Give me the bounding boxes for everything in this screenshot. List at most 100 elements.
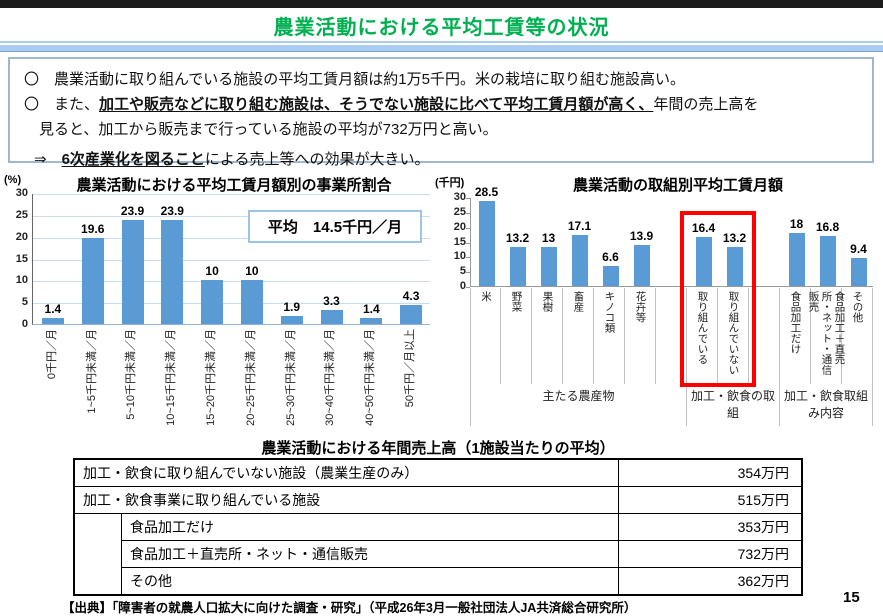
summary-text: 〇 また、 (24, 96, 100, 113)
bar (121, 219, 144, 324)
gridline (33, 237, 430, 239)
table-row-value: 354万円 (618, 460, 801, 486)
x-category-label: 10~15千円未満／月 (151, 329, 191, 433)
bar (540, 247, 557, 286)
y-axis-tick-label: 0 (459, 280, 466, 292)
bar (320, 309, 343, 324)
y-axis-tick-label: 10 (15, 274, 28, 287)
x-category-label: 取り組んでいる (687, 288, 718, 384)
bar-value-label: 18 (789, 216, 804, 231)
table-row-value: 732万円 (618, 541, 801, 567)
bar-value-label: 19.6 (81, 222, 105, 237)
summary-text: 〇 農業活動に取り組んでいる施設の平均工賃月額は約1万5千円。米の栽培に取り組む… (24, 71, 685, 88)
x-category-gap-cell (656, 288, 687, 384)
y-axis-tick-mark (466, 212, 470, 214)
bar (478, 201, 495, 286)
left-chart-unit-label: (%) (4, 174, 22, 186)
divider-line-thick (0, 45, 883, 52)
table-row-label: 食品加工＋直売所・ネット・通信販売 (130, 546, 368, 562)
bar-value-label: 3.3 (323, 293, 340, 308)
x-category-label: 米 (470, 288, 501, 384)
bar (602, 266, 619, 286)
bar (400, 305, 423, 324)
gridline (33, 215, 430, 217)
y-axis-tick-label: 20 (15, 230, 28, 243)
right-chart-title: 農業活動の取組別平均工賃月額 (572, 177, 783, 194)
gridline (33, 303, 430, 305)
summary-text: 年間の売上高を (653, 96, 759, 113)
bar-value-label: 10 (245, 264, 259, 279)
summary-text: による売上等への効果が大きい。 (204, 151, 430, 168)
x-category-label: 25~30千円未満／月 (271, 329, 311, 433)
bar (240, 280, 263, 324)
x-category-label-text: 15~20千円未満／月 (205, 329, 218, 426)
bar-value-label: 17.1 (567, 219, 592, 234)
divider-line-thin (0, 41, 883, 43)
x-category-label: 食品加工＋直売所・ネット・通信販売 (808, 288, 846, 384)
bar (201, 280, 224, 324)
summary-line: 〇 また、加工や販売などに取り組む施設は、そうでない施設に比べて平均工賃月額が高… (24, 92, 860, 117)
y-axis-tick-mark (466, 257, 470, 259)
y-axis-tick-label: 5 (21, 296, 28, 309)
y-axis-tick-label: 5 (459, 265, 466, 278)
bar (788, 232, 805, 286)
x-category-label: その他 (842, 288, 873, 384)
table-row: 食品加工＋直売所・ネット・通信販売 732万円 (122, 540, 801, 567)
gridline (33, 259, 430, 261)
top-black-bar (0, 0, 883, 8)
page-title: 農業活動における平均工賃等の状況 (273, 17, 610, 39)
x-category-label-text: 5~10千円未満／月 (125, 329, 138, 420)
x-category-label-text: 取り組んでいない (727, 291, 740, 375)
x-category-label: 40~50千円未満／月 (350, 329, 390, 433)
x-category-label: 0千円／月 (32, 329, 72, 433)
x-category-label-text: 10~15千円未満／月 (165, 329, 178, 426)
x-category-label: 野菜 (501, 288, 532, 384)
x-category-label-text: 1~5千円未満／月 (85, 329, 98, 414)
y-axis-tick-mark (466, 242, 470, 244)
y-axis-tick-mark (466, 227, 470, 229)
bar-value-label: 23.9 (120, 203, 145, 218)
bar-value-label: 6.6 (602, 250, 619, 265)
chart-wage-by-activity: (千円) 農業活動の取組別平均工賃月額 28.5 13.2 13 17.1 6.6 13.… (433, 172, 883, 438)
table-row-value: 515万円 (618, 487, 801, 513)
bar (41, 317, 64, 324)
y-axis-tick-label: 15 (453, 235, 466, 248)
x-category-label: 畜産 (563, 288, 594, 384)
summary-line: 見ると、加工から販売まで行っている施設の平均が732万円と高い。 (24, 117, 860, 142)
bar-value-label: 9.4 (850, 242, 867, 257)
x-category-label: 花卉等 (625, 288, 656, 384)
bar-value-label: 13.2 (505, 230, 530, 245)
x-category-label-text: 花卉等 (634, 291, 647, 323)
x-category-label-text: 30~40千円未満／月 (324, 329, 337, 426)
highlight-red-box (680, 211, 756, 387)
x-category-label-text: 食品加工＋直売所・ネット・通信販売 (807, 291, 846, 375)
y-axis-tick-mark (466, 287, 470, 288)
summary-line: ⇒ 6次産業化を図ることによる売上等への効果が大きい。 (24, 147, 860, 172)
x-category-label: 1~5千円未満／月 (72, 329, 112, 433)
x-category-label-text: 米 (480, 291, 492, 302)
bar (81, 238, 104, 324)
y-axis-tick-label: 25 (15, 208, 28, 221)
summary-emphasis-text: 加工や販売などに取り組む施設は、そうでない施設に比べて平均工賃月額が高く、 (99, 96, 654, 113)
x-category-label-text: 畜産 (572, 291, 585, 312)
bar-value-label: 1.4 (362, 301, 380, 316)
x-category-label: 50千円／月以上 (390, 329, 430, 433)
title-divider (0, 41, 883, 52)
summary-line: 〇 農業活動に取り組んでいる施設の平均工賃月額は約1万5千円。米の栽培に取り組む… (24, 67, 860, 92)
y-axis-tick-label: 25 (453, 205, 466, 218)
table-subgroup: 食品加工だけ 353万円 食品加工＋直売所・ネット・通信販売 732万円 その他 362万… (75, 513, 801, 594)
table-row-label: その他 (130, 573, 172, 589)
x-category-gap-cell (749, 288, 780, 384)
bar (509, 246, 526, 286)
summary-text: 見ると、加工から販売まで行っている施設の平均が732万円と高い。 (39, 121, 498, 138)
right-chart-plot-area: 28.5 13.2 13 17.1 6.6 13.9 16.4 13.2 18 16.8 9.4 (470, 185, 873, 287)
table-row: 加工・飲食に取り組んでいない施設（農業生産のみ） 354万円 (75, 460, 801, 486)
bar-value-label: 23.9 (160, 203, 184, 218)
x-category-label: 食品加工だけ (780, 288, 811, 384)
right-chart-unit-label: (千円) (435, 177, 465, 189)
x-group-label: 主たる農産物 (470, 384, 687, 426)
bar-value-label: 10 (205, 264, 219, 279)
y-axis-tick-label: 10 (453, 250, 466, 263)
bar (850, 258, 867, 286)
x-category-label-text: キノコ類 (603, 291, 616, 333)
